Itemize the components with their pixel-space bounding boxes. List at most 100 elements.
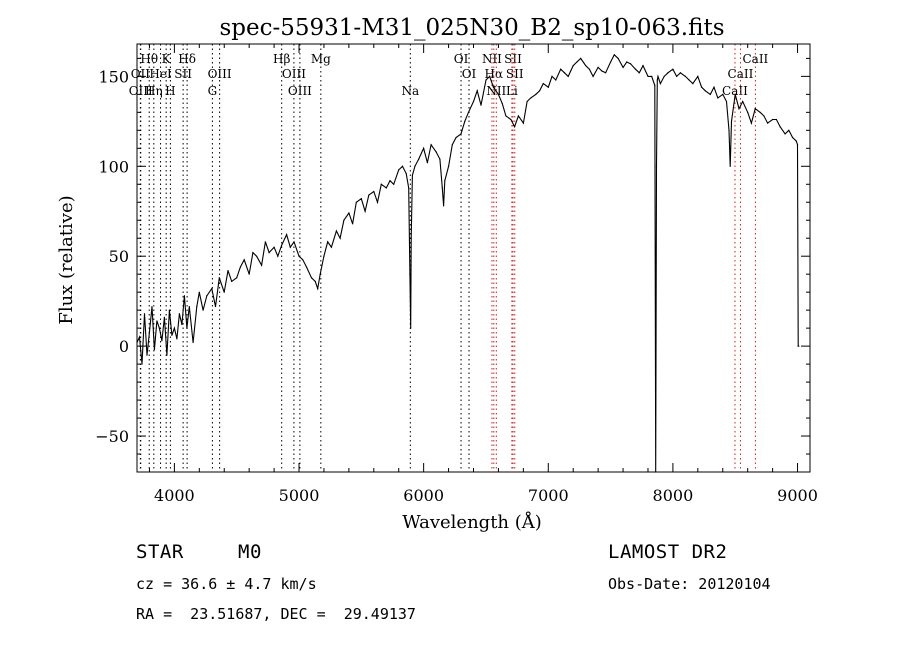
data-point — [252, 252, 254, 254]
data-point — [444, 180, 446, 182]
data-point — [285, 234, 288, 236]
data-point — [163, 316, 166, 318]
data-point — [289, 246, 291, 248]
data-point — [572, 64, 574, 67]
data-point — [788, 129, 790, 131]
line-label-21: SII — [506, 67, 524, 81]
data-point — [280, 244, 283, 247]
data-point — [722, 93, 724, 95]
line-label-4: HeI — [149, 67, 172, 81]
data-point — [319, 273, 321, 275]
data-point — [248, 273, 250, 275]
data-point — [522, 122, 524, 124]
data-point — [592, 75, 594, 77]
data-point — [613, 54, 615, 56]
data-point — [622, 66, 624, 68]
data-point — [742, 100, 744, 103]
line-label-26: CaII — [742, 52, 768, 66]
data-point — [535, 93, 537, 95]
line-label-23: Li — [506, 84, 518, 98]
data-point — [657, 75, 659, 77]
data-point — [146, 354, 148, 356]
data-point — [796, 144, 799, 146]
data-point — [335, 230, 338, 232]
data-point — [526, 100, 528, 103]
chart-title: spec-55931-M31_025N30_B2_sp10-063.fits — [219, 15, 724, 41]
data-point — [772, 118, 774, 121]
data-point — [617, 57, 619, 59]
data-point — [601, 70, 603, 72]
data-point — [663, 75, 665, 77]
data-point — [514, 126, 516, 128]
y-tick-label: 0 — [119, 337, 129, 356]
x-tick-label: 6000 — [403, 486, 444, 505]
data-point — [153, 349, 156, 351]
line-label-9: H — [165, 84, 175, 98]
data-point — [738, 108, 740, 110]
data-point — [158, 327, 161, 329]
line-label-0: Hθ — [140, 52, 158, 66]
data-point — [505, 115, 507, 117]
plot-frame — [136, 43, 811, 473]
data-point — [734, 93, 736, 95]
data-point — [647, 75, 649, 77]
data-point — [656, 79, 658, 81]
data-point — [408, 187, 410, 189]
line-label-15: Na — [401, 84, 419, 98]
data-point — [700, 86, 703, 88]
data-point — [638, 72, 640, 74]
data-point — [410, 237, 412, 239]
line-label-8: Hη — [145, 84, 163, 98]
data-point — [141, 363, 143, 365]
subclass-label: M0 — [238, 541, 262, 563]
data-point — [186, 327, 188, 329]
data-point — [360, 198, 362, 200]
coordinates: RA = 23.51687, DEC = 29.49137 — [136, 605, 416, 623]
data-point — [717, 97, 719, 99]
line-label-12: Mg — [311, 52, 331, 66]
data-point — [214, 305, 217, 308]
line-label-14: OIII — [288, 84, 312, 98]
data-point — [393, 183, 395, 185]
data-point — [414, 165, 416, 167]
data-point — [728, 129, 730, 131]
data-point — [795, 140, 797, 142]
x-tick-label: 9000 — [777, 486, 818, 505]
data-point — [634, 68, 637, 70]
axis-ticks: 4000 5000 6000 7000 8000 9000 −50 0 50 100 150 — [95, 44, 818, 505]
data-point — [435, 151, 437, 153]
line-label-19: SII — [504, 52, 522, 66]
data-point — [401, 165, 404, 167]
data-point — [676, 75, 678, 77]
data-point — [227, 269, 229, 272]
data-point — [791, 136, 794, 139]
data-point — [236, 277, 238, 279]
data-point — [264, 241, 266, 243]
data-point — [368, 194, 370, 196]
data-point — [447, 165, 450, 167]
data-point — [410, 327, 412, 329]
data-point — [467, 111, 470, 113]
data-point — [655, 165, 658, 167]
data-point — [161, 340, 163, 342]
data-point — [348, 212, 350, 214]
data-point — [704, 90, 706, 92]
data-point — [188, 305, 190, 308]
line-label-18: NII — [482, 52, 502, 66]
data-point — [330, 246, 333, 248]
data-point — [501, 102, 503, 104]
data-point — [409, 273, 411, 275]
data-point — [373, 190, 375, 193]
line-label-7: OIII — [129, 84, 153, 98]
data-point — [654, 84, 656, 86]
data-point — [339, 237, 341, 239]
data-point — [492, 86, 495, 88]
spectrum-line — [136, 53, 799, 473]
data-point — [206, 295, 208, 297]
line-label-16: OI — [454, 52, 469, 66]
data-point — [223, 291, 225, 293]
data-point — [626, 61, 628, 63]
data-point — [485, 79, 487, 81]
data-point — [679, 72, 681, 74]
